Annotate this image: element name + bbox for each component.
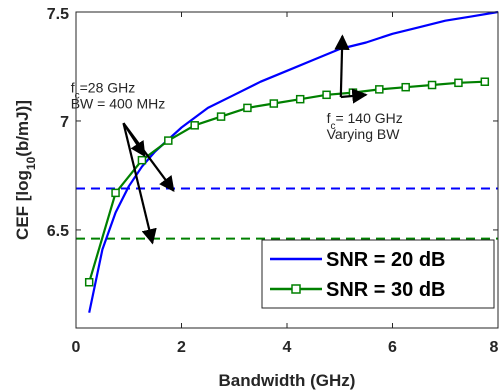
annotation-line-1-1: Varying BW	[327, 126, 401, 142]
series-1-marker	[454, 78, 463, 88]
series-1-marker	[269, 99, 279, 108]
y-tick-label: 7.5	[47, 6, 69, 23]
series-1-marker	[84, 277, 94, 287]
annotation-line-1-0: fc= 140 GHz	[327, 110, 403, 132]
y-axis-label: CEF [log10(b/mJ)]	[13, 100, 38, 240]
series-lines	[88, 10, 499, 313]
annotation-arrow-1-1	[340, 88, 368, 104]
annotation-arrow-0-2	[122, 122, 157, 245]
legend-label-1: SNR = 30 dB	[326, 279, 445, 301]
series-1-marker	[295, 94, 305, 104]
series-line-0	[88, 10, 499, 313]
legend-marker-1	[291, 284, 301, 294]
series-1-marker	[322, 90, 331, 100]
x-tick-label: 6	[388, 339, 397, 356]
series-1-marker	[216, 112, 226, 121]
annotation-line-0-0: fc=28 GHz	[71, 80, 136, 102]
series-1-marker	[375, 85, 384, 94]
x-tick-label: 0	[72, 339, 81, 356]
series-1-marker	[111, 188, 120, 198]
series-1-marker	[164, 136, 173, 145]
series-1-marker	[243, 103, 252, 113]
legend: SNR = 20 dB SNR = 30 dB	[261, 239, 495, 309]
y-tick-label: 6.5	[47, 223, 69, 240]
annotation-line-0-1: BW = 400 MHz	[71, 96, 166, 112]
series-1-marker	[190, 121, 199, 130]
annotation-arrow-1-0	[334, 34, 350, 98]
legend-box	[261, 239, 495, 309]
x-tick-label: 8	[490, 339, 499, 356]
x-tick-label: 4	[283, 339, 292, 356]
series-1-marker	[427, 80, 437, 90]
y-tick-label: 7	[60, 114, 69, 131]
reference-lines	[76, 187, 498, 240]
x-axis-label: Bandwidth (GHz)	[219, 371, 356, 390]
series-1-marker	[480, 77, 490, 86]
annotation-arrow-0-1	[122, 122, 175, 192]
axes: 0 2 4 6 8 6.5 7 7.5 Bandwidth (GHz) CEF [log10(b/…	[13, 6, 499, 390]
series-line-1	[88, 80, 485, 283]
series-1-marker	[137, 155, 147, 165]
x-tick-label: 2	[177, 339, 186, 356]
series-1-marker	[401, 82, 410, 92]
legend-label-0: SNR = 20 dB	[326, 249, 445, 271]
